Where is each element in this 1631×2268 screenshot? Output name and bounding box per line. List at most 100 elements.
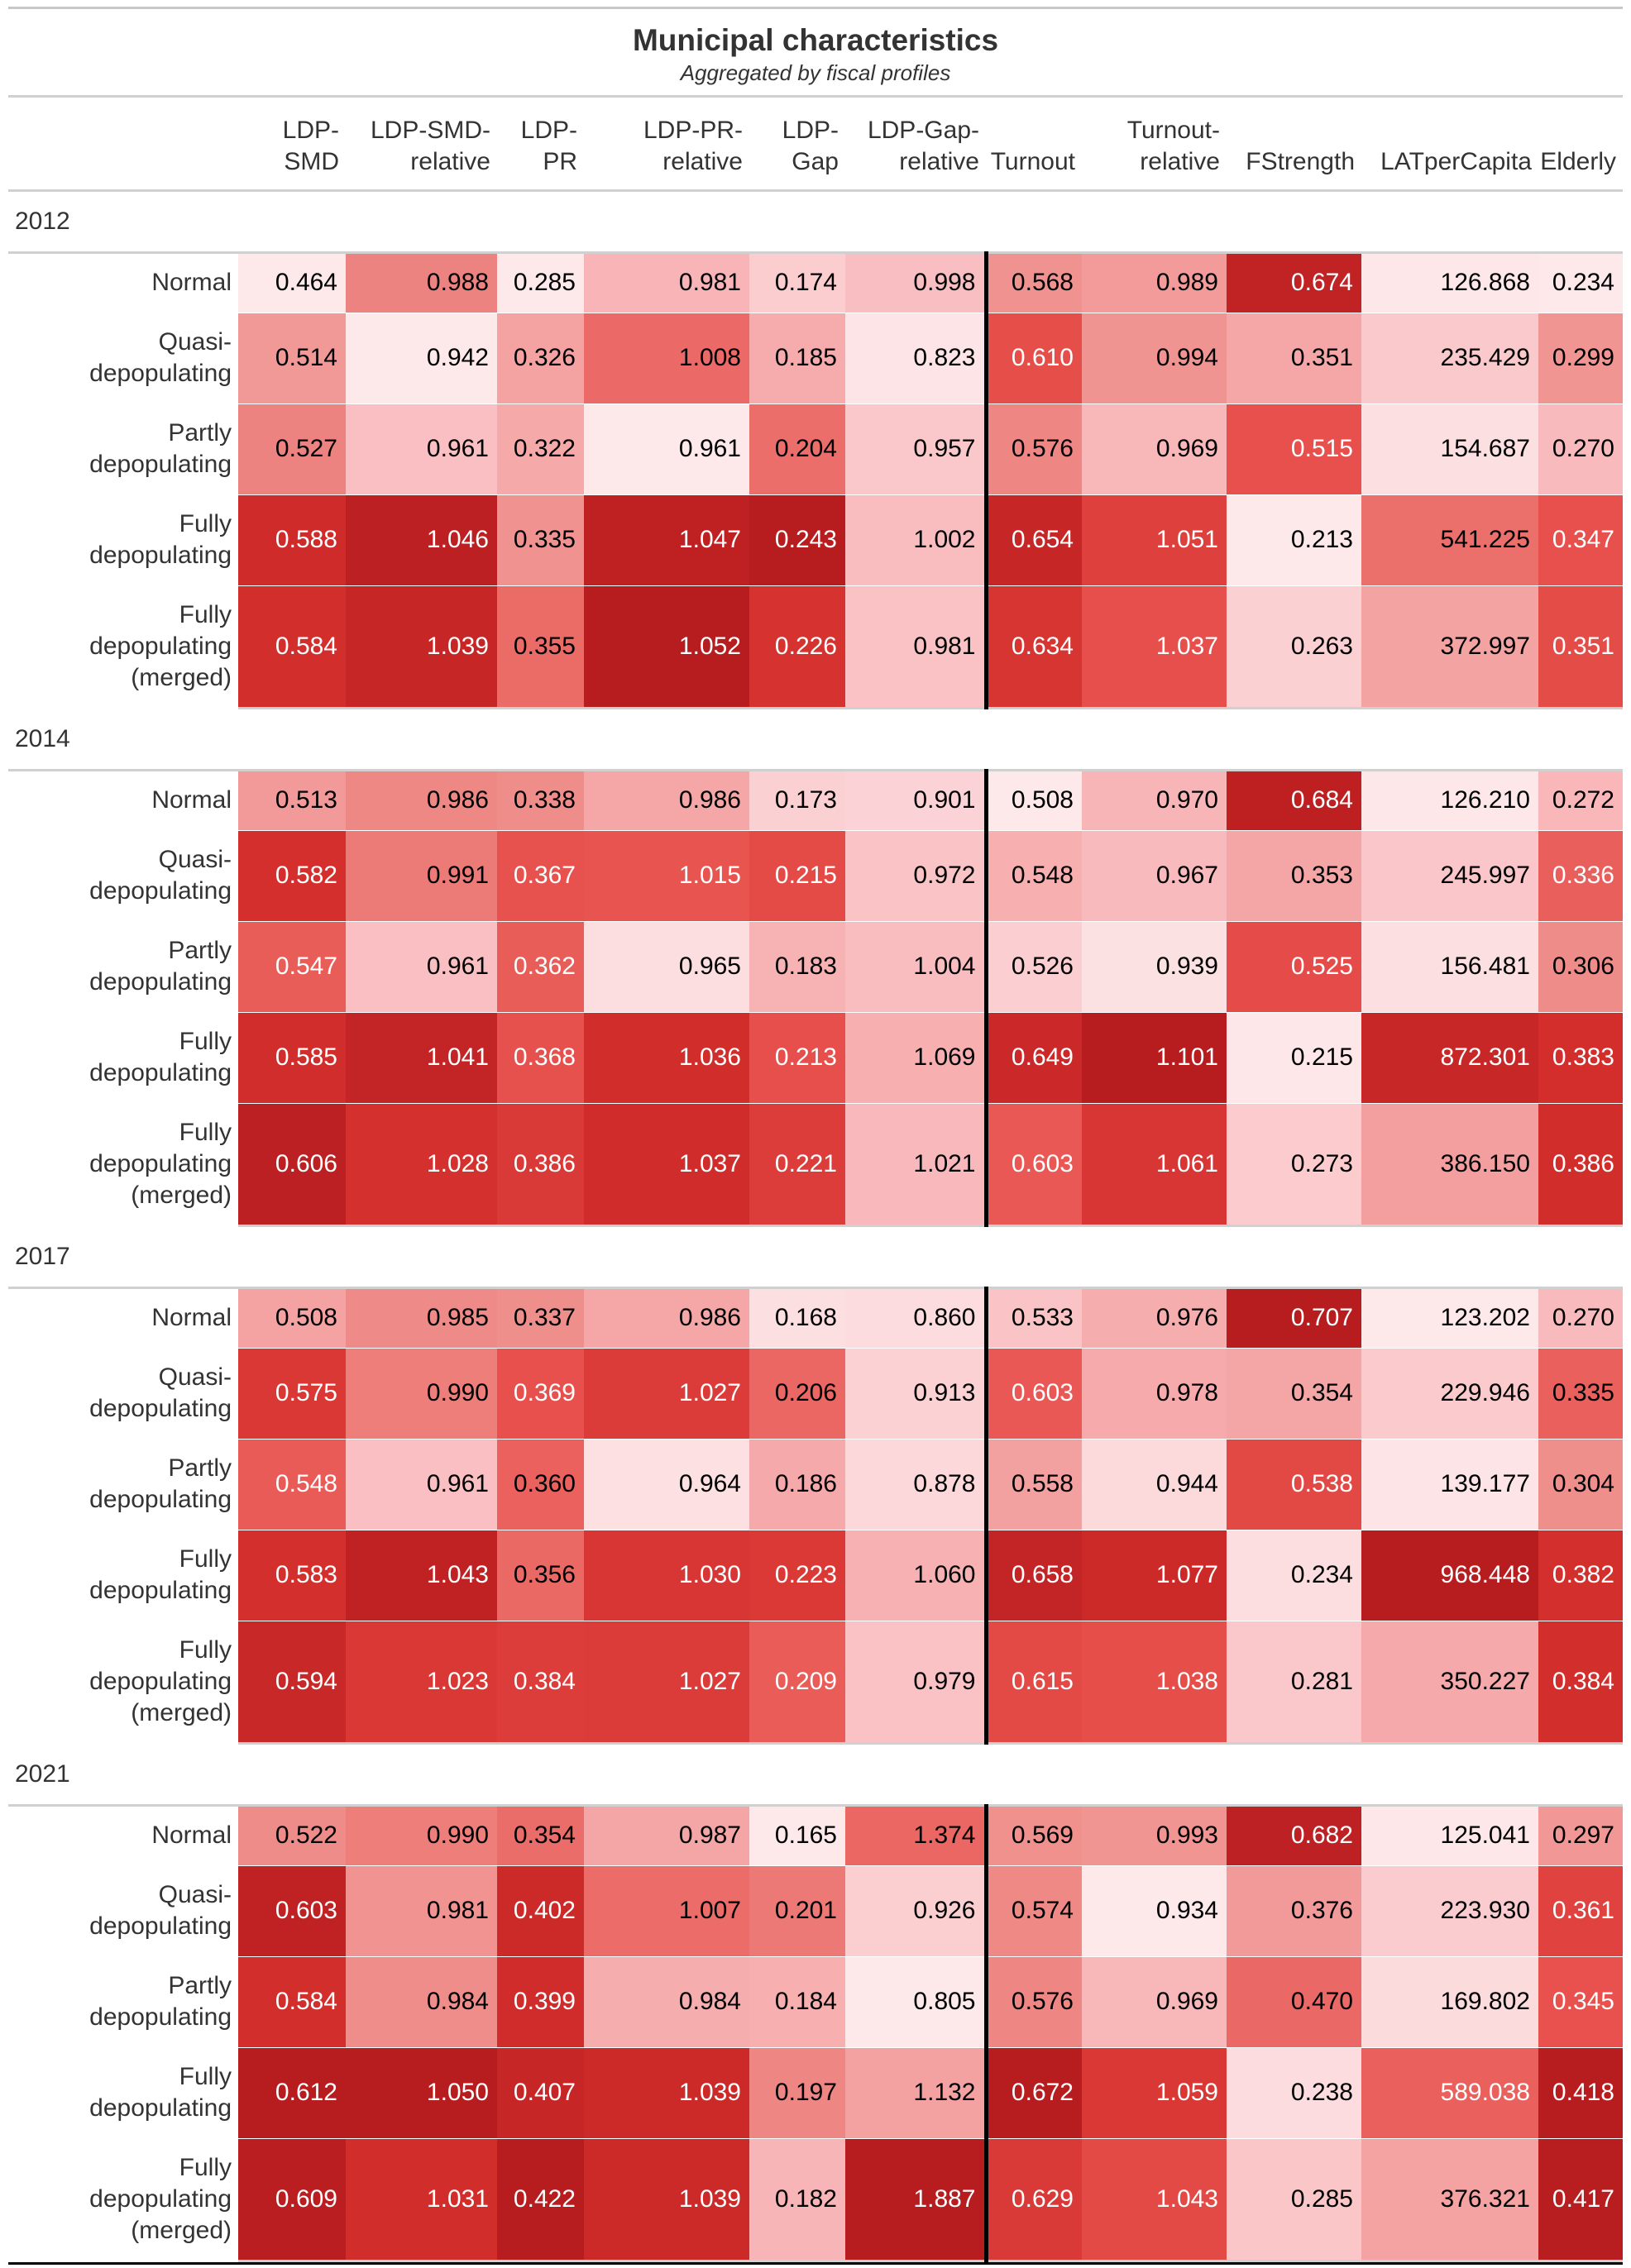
table-header-block: Municipal characteristics Aggregated by … [8,7,1623,98]
heatmap-cell: 1.060 [845,1530,986,1621]
row-label: Normal [8,770,238,830]
table-title: Municipal characteristics [632,23,999,57]
heatmap-cell: 0.993 [1082,1805,1227,1866]
row-label: Normal [8,1287,238,1348]
heatmap-cell: 0.575 [238,1348,346,1440]
heatmap-cell: 1.031 [346,2138,497,2262]
heatmap-cell: 0.273 [1227,1103,1361,1227]
heatmap-cell: 0.944 [1082,1439,1227,1530]
heatmap-cell: 0.986 [584,1287,749,1349]
table-row: Partly depopulating 0.548 0.961 0.360 0.964 0.… [8,1439,1623,1530]
heatmap-cell: 0.206 [749,1348,845,1440]
heatmap-cell: 0.525 [1227,921,1361,1013]
heatmap-cell: 0.978 [1082,1348,1227,1440]
heatmap-cell: 541.225 [1361,494,1538,586]
heatmap-cell: 1.039 [584,2047,749,2139]
heatmap-cell: 1.050 [346,2047,497,2139]
heatmap-cell: 0.383 [1538,1012,1623,1104]
heatmap-cell: 0.965 [584,921,749,1013]
heatmap-cell: 1.039 [584,2138,749,2262]
heatmap-cell: 968.448 [1361,1530,1538,1621]
heatmap-cell: 0.417 [1538,2138,1623,2262]
heatmap-cell: 1.002 [845,494,986,586]
heatmap-cell: 0.402 [497,1865,584,1957]
heatmap-cell: 0.470 [1227,1956,1361,2048]
heatmap-cell: 1.037 [584,1103,749,1227]
heatmap-cell: 1.038 [1082,1621,1227,1745]
heatmap-cell: 0.901 [845,770,986,831]
heatmap-cell: 0.969 [1082,403,1227,495]
heatmap-cell: 0.213 [1227,494,1361,586]
heatmap-cell: 0.422 [497,2138,584,2262]
group-label: 2021 [8,1743,1623,1807]
heatmap-cell: 350.227 [1361,1621,1538,1745]
heatmap-cell: 0.186 [749,1439,845,1530]
heatmap-cell: 125.041 [1361,1805,1538,1866]
heatmap-cell: 245.997 [1361,830,1538,922]
heatmap-cell: 0.356 [497,1530,584,1621]
heatmap-cell: 1.101 [1082,1012,1227,1104]
heatmap-cell: 0.913 [845,1348,986,1440]
heatmap-cell: 0.961 [346,403,497,495]
heatmap-cell: 0.582 [238,830,346,922]
heatmap-cell: 0.526 [983,921,1082,1013]
heatmap-cell: 1.021 [845,1103,986,1227]
table-row: Fully depopulating 0.585 1.041 0.368 1.036 0.2… [8,1012,1623,1104]
heatmap-cell: 0.548 [238,1439,346,1530]
heatmap-cell: 0.464 [238,252,346,313]
heatmap-cell: 0.399 [497,1956,584,2048]
heatmap-cell: 0.306 [1538,921,1623,1013]
heatmap-cell: 0.986 [584,770,749,831]
heatmap-cell: 0.612 [238,2047,346,2139]
heatmap-cell: 0.972 [845,830,986,922]
heatmap-cell: 1.039 [346,585,497,709]
heatmap-cell: 0.322 [497,403,584,495]
row-label: Fully depopulating [8,494,238,585]
group-header-row: 2017 [8,1225,1623,1289]
table-row: Fully depopulating (merged) 0.606 1.028 0.386… [8,1103,1623,1227]
group-header-row: 2014 [8,708,1623,771]
table-body: 2012 Normal 0.464 0.988 0.285 0.981 0.174 0.998… [8,190,1623,2262]
heatmap-cell: 1.007 [584,1865,749,1957]
heatmap-cell: 0.961 [346,921,497,1013]
row-label: Quasi-depopulating [8,1865,238,1956]
heatmap-cell: 0.243 [749,494,845,586]
heatmap-cell: 0.583 [238,1530,346,1621]
heatmap-cell: 154.687 [1361,403,1538,495]
heatmap-cell: 0.234 [1227,1530,1361,1621]
row-label: Normal [8,1805,238,1865]
heatmap-cell: 0.674 [1227,252,1361,313]
heatmap-cell: 0.336 [1538,830,1623,922]
heatmap-cell: 229.946 [1361,1348,1538,1440]
heatmap-cell: 0.860 [845,1287,986,1349]
heatmap-cell: 0.185 [749,313,845,404]
heatmap-cell: 0.934 [1082,1865,1227,1957]
row-label: Quasi-depopulating [8,313,238,403]
table-row: Quasi-depopulating 0.514 0.942 0.326 1.008 0.… [8,313,1623,404]
heatmap-cell: 0.369 [497,1348,584,1440]
heatmap-cell: 1.077 [1082,1530,1227,1621]
heatmap-cell: 0.384 [497,1621,584,1745]
heatmap-cell: 1.015 [584,830,749,922]
heatmap-cell: 0.355 [497,585,584,709]
heatmap-cell: 0.939 [1082,921,1227,1013]
heatmap-cell: 0.584 [238,585,346,709]
heatmap-cell: 0.576 [983,403,1082,495]
table-row: Fully depopulating (merged) 0.584 1.039 0.355… [8,585,1623,709]
heatmap-cell: 0.989 [1082,252,1227,313]
heatmap-cell: 0.209 [749,1621,845,1745]
heatmap-cell: 1.051 [1082,494,1227,586]
heatmap-cell: 0.986 [346,770,497,831]
heatmap-cell: 0.304 [1538,1439,1623,1530]
heatmap-cell: 139.177 [1361,1439,1538,1530]
heatmap-cell: 0.634 [983,585,1082,709]
table-row: Normal 0.522 0.990 0.354 0.987 0.165 1.374 0.56… [8,1805,1623,1866]
row-label: Partly depopulating [8,921,238,1012]
heatmap-cell: 0.547 [238,921,346,1013]
heatmap-cell: 1.043 [346,1530,497,1621]
row-label: Fully depopulating [8,1530,238,1621]
heatmap-cell: 0.981 [584,252,749,313]
heatmap-cell: 0.204 [749,403,845,495]
heatmap-cell: 0.183 [749,921,845,1013]
heatmap-cell: 0.584 [238,1956,346,2048]
